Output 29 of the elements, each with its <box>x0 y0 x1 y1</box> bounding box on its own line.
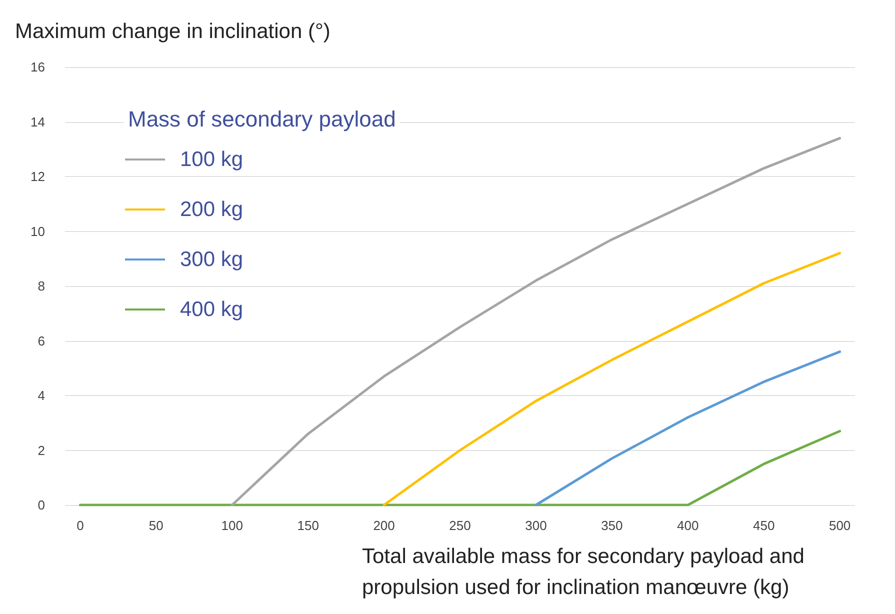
y-tick-label: 16 <box>30 60 45 74</box>
x-axis-title: Total available mass for secondary payload and propulsion used for inclination manœuvre (kg) <box>362 545 810 599</box>
x-tick-label: 250 <box>449 518 471 533</box>
x-tick-label: 350 <box>601 518 623 533</box>
y-tick-label: 12 <box>30 169 45 184</box>
x-tick-label: 50 <box>148 518 164 533</box>
legend-label: 200 kg <box>180 198 244 221</box>
line-series <box>534 350 842 506</box>
x-tick-label: 200 <box>373 518 395 533</box>
x-tick-label: 400 <box>677 518 699 533</box>
y-tick-label: 4 <box>38 388 45 403</box>
y-tick-label: 8 <box>38 278 45 294</box>
y-axis-title: Maximum change in inclination (°) <box>15 20 330 43</box>
legend-label: 300 kg <box>180 248 244 271</box>
x-tick-label: 100 <box>221 518 243 533</box>
y-tick-label: 0 <box>38 498 45 512</box>
y-tick-label: 6 <box>38 333 45 348</box>
x-tick-label: 0 <box>76 518 84 533</box>
y-tick-label: 14 <box>30 114 45 130</box>
y-tick-label: 10 <box>30 224 45 239</box>
legend-title: Mass of secondary payload <box>128 106 396 132</box>
x-tick-label: 500 <box>828 518 851 533</box>
line-series <box>382 252 842 506</box>
x-tick-label: 150 <box>297 518 319 533</box>
y-tick-label: 2 <box>38 442 45 458</box>
legend-label: 100 kg <box>180 148 244 171</box>
x-tick-label: 300 <box>525 518 547 533</box>
x-tick-label: 450 <box>752 518 775 533</box>
legend-label: 400 kg <box>180 298 244 321</box>
